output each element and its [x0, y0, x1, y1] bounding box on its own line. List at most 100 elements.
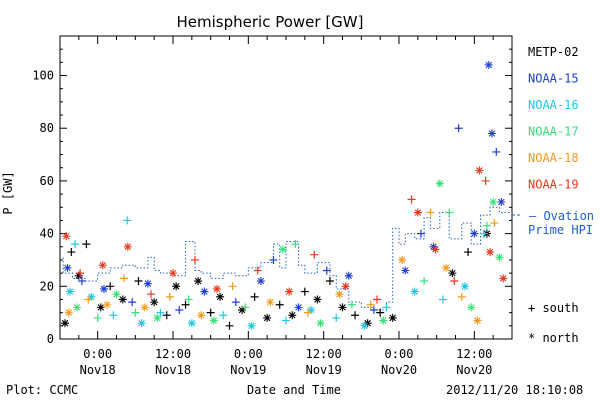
south-point: [241, 303, 250, 312]
south-point: [454, 124, 463, 133]
series-noaa-15: [63, 60, 506, 315]
south-point: [347, 300, 356, 309]
south-point: [123, 216, 132, 225]
legend-ovation-label-2: Prime HPI: [528, 223, 593, 237]
north-point: [66, 287, 75, 296]
south-point: [134, 277, 143, 286]
south-point: [106, 282, 115, 291]
south-point: [71, 240, 80, 249]
north-point: [63, 263, 72, 272]
series-noaa-18: [64, 208, 499, 325]
ovation-hpi-line: [62, 206, 513, 311]
north-point: [150, 298, 159, 307]
legend-entry: NOAA-18: [528, 151, 579, 165]
north-point: [499, 274, 508, 283]
north-point: [467, 303, 476, 312]
north-point: [212, 284, 221, 293]
south-point: [84, 295, 93, 304]
south-point: [366, 300, 375, 309]
north-point: [197, 311, 206, 320]
legend-entry: NOAA-19: [528, 178, 579, 192]
south-point: [382, 303, 391, 312]
north-point: [238, 306, 247, 315]
south-point: [376, 308, 385, 317]
south-point: [481, 176, 490, 185]
north-point: [247, 321, 256, 330]
south-point: [457, 292, 466, 301]
south-point: [490, 219, 499, 228]
north-point: [118, 295, 127, 304]
north-point: [96, 303, 105, 312]
y-axis-label: P [GW]: [1, 171, 15, 214]
legend-entry: METP-02: [528, 45, 579, 59]
north-point: [338, 303, 347, 312]
south-point: [275, 300, 284, 309]
north-point: [112, 290, 121, 299]
south-point: [450, 277, 459, 286]
north-point: [200, 287, 209, 296]
south-point: [225, 321, 234, 330]
legend-entry: NOAA-17: [528, 125, 579, 139]
south-point: [219, 311, 228, 320]
chart-title: Hemispheric Power [GW]: [177, 13, 364, 31]
x-tick-label-date: Nov19: [306, 363, 342, 377]
south-point: [253, 266, 262, 275]
north-point: [470, 229, 479, 238]
south-point: [131, 308, 140, 317]
south-point: [206, 308, 215, 317]
legend-entry: NOAA-15: [528, 72, 579, 86]
north-point: [388, 313, 397, 322]
north-point: [313, 295, 322, 304]
north-point: [153, 313, 162, 322]
x-tick-label-date: Nov18: [155, 363, 191, 377]
south-point: [76, 269, 85, 278]
north-point: [294, 303, 303, 312]
south-point: [479, 229, 488, 238]
north-point: [61, 319, 70, 328]
timestamp: 2012/11/20 18:10:08: [446, 383, 583, 397]
north-point: [64, 308, 73, 317]
south-point: [332, 313, 341, 322]
north-point: [256, 277, 265, 286]
x-tick-label-date: Nov20: [456, 363, 492, 377]
y-tick-label: 20: [40, 279, 54, 293]
south-point: [82, 240, 91, 249]
y-tick-label: 80: [40, 121, 54, 135]
north-point: [487, 129, 496, 138]
series-noaa-19: [62, 166, 508, 304]
south-point: [175, 306, 184, 315]
legend-entry: NOAA-16: [528, 98, 579, 112]
south-point: [120, 274, 129, 283]
north-point: [172, 282, 181, 291]
north-point: [140, 303, 149, 312]
north-point: [285, 287, 294, 296]
x-tick-label-time: 0:00: [234, 347, 263, 361]
north-point: [379, 316, 388, 325]
plot-frame: [59, 35, 513, 340]
south-point: [77, 277, 86, 286]
north-point: [216, 292, 225, 301]
south-point: [128, 298, 137, 307]
south-point: [300, 287, 309, 296]
north-point: [431, 245, 440, 254]
north-point: [87, 292, 96, 301]
north-point: [448, 269, 457, 278]
north-point: [123, 242, 132, 251]
south-point: [303, 308, 312, 317]
south-point: [369, 306, 378, 315]
north-point: [316, 319, 325, 328]
north-point: [74, 271, 83, 280]
south-point: [162, 311, 171, 320]
north-point: [460, 282, 469, 291]
x-tick-label-time: 0:00: [385, 347, 414, 361]
south-point: [67, 248, 76, 257]
series-noaa-16: [66, 216, 488, 330]
north-point: [401, 266, 410, 275]
north-point: [442, 263, 451, 272]
north-point: [169, 269, 177, 278]
y-tick-label: 40: [40, 227, 54, 241]
x-tick-label-time: 12:00: [155, 347, 191, 361]
x-tick-label-date: Nov20: [381, 363, 417, 377]
north-point: [489, 197, 498, 206]
